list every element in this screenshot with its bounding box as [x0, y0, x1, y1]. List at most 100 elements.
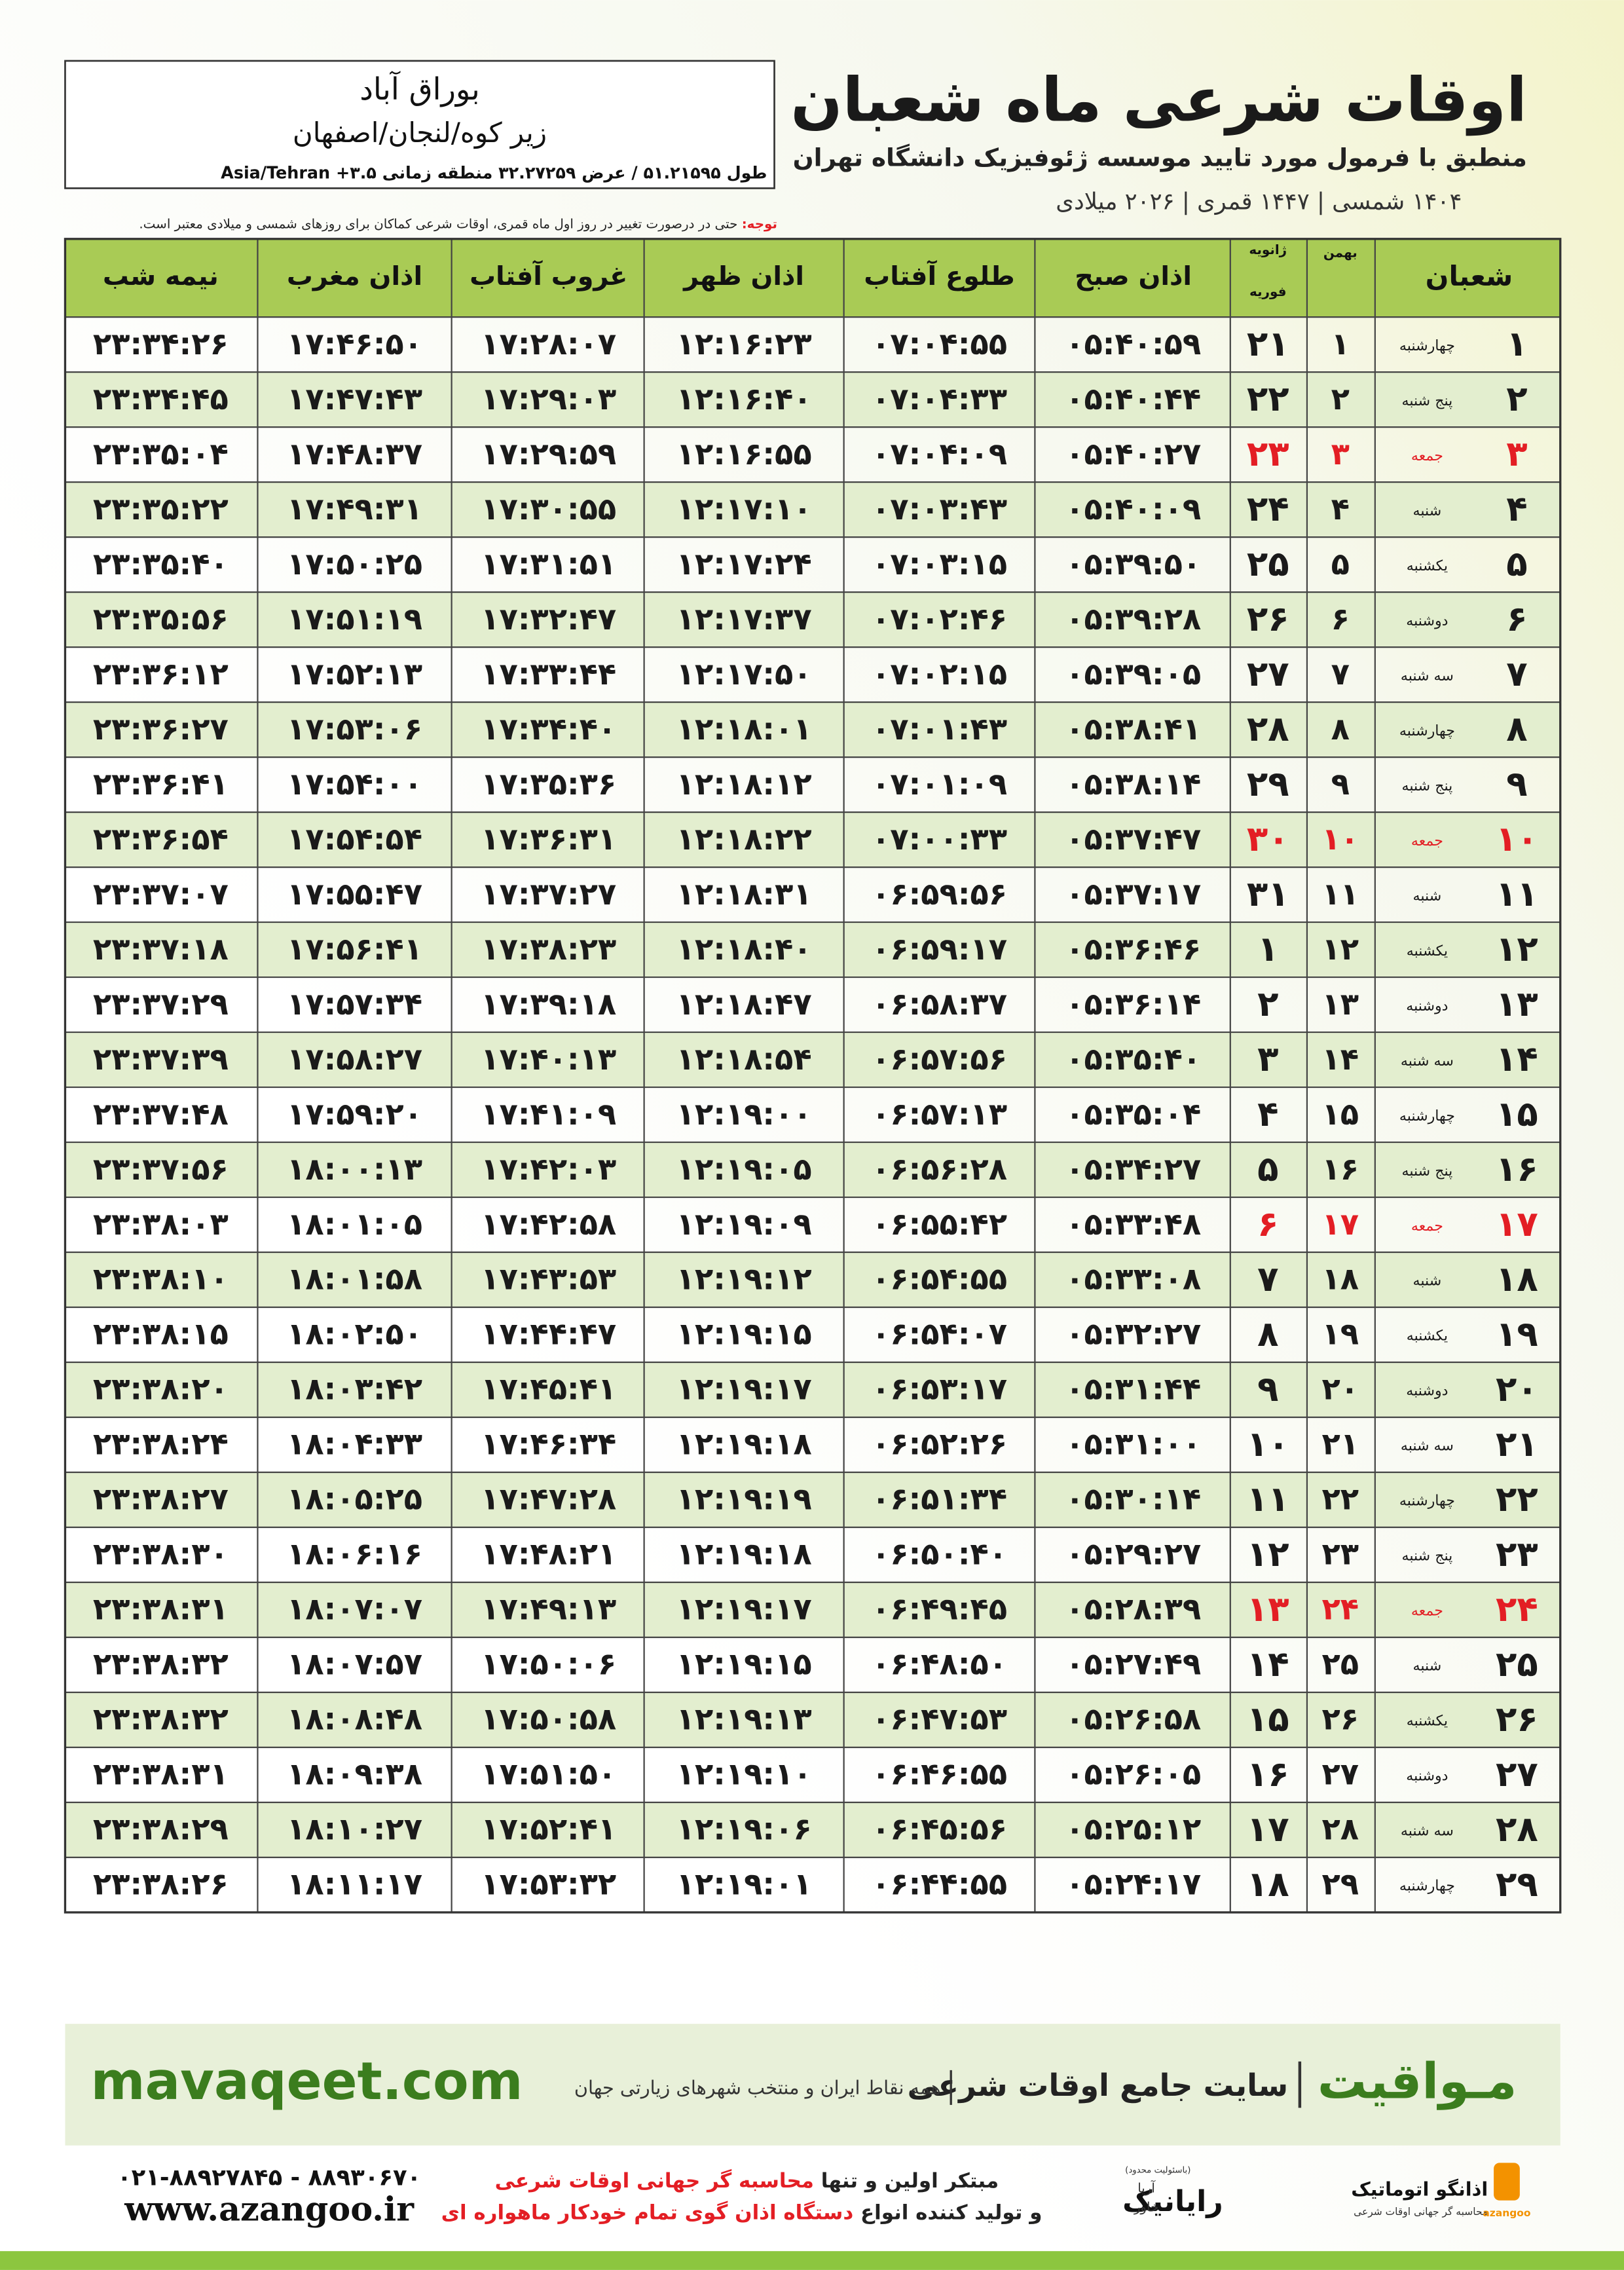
- column-header: اذان مغرب: [287, 261, 422, 291]
- gregorian-day: ۱۲: [1247, 1534, 1289, 1574]
- weekday: یکشنبه: [1407, 942, 1448, 959]
- gregorian-day: ۲۶: [1247, 599, 1289, 639]
- day: ۲۴: [1496, 1589, 1538, 1629]
- azangoo-logo: [1494, 2163, 1520, 2201]
- weekday: سه شنبه: [1401, 1052, 1454, 1070]
- time: ۰۶:۴۴:۵۵: [872, 1867, 1007, 1902]
- gregorian-day: ۳۰: [1247, 819, 1289, 859]
- day: ۱۹: [1496, 1314, 1538, 1354]
- footer-text: و تولید کننده انواع: [860, 2201, 1042, 2224]
- time: ۰۶:۴۶:۵۵: [872, 1757, 1007, 1792]
- time: ۱۲:۱۹:۰۰: [676, 1096, 812, 1132]
- time: ۱۸:۰۴:۳۳: [287, 1426, 422, 1462]
- bahman-day: ۲: [1331, 381, 1350, 417]
- azangoo-latin: azangoo: [1483, 2207, 1530, 2219]
- weekday: سه شنبه: [1401, 667, 1454, 684]
- time: ۱۷:۵۲:۱۳: [287, 656, 422, 692]
- bahman-day: ۷: [1331, 656, 1350, 692]
- gregorian-day: ۱۷: [1247, 1809, 1289, 1850]
- day: ۱۸: [1496, 1259, 1538, 1299]
- time: ۲۳:۳۸:۱۵: [93, 1316, 229, 1352]
- row-stripe: [65, 702, 1560, 758]
- row-stripe: [65, 1362, 1560, 1418]
- time: ۱۷:۵۰:۵۸: [481, 1702, 616, 1737]
- time: ۰۶:۵۶:۲۸: [872, 1151, 1007, 1187]
- time: ۰۶:۵۴:۵۵: [872, 1261, 1007, 1297]
- day: ۱۰: [1496, 819, 1538, 859]
- time: ۰۷:۰۲:۱۵: [872, 656, 1007, 692]
- column-header: اذان صبح: [1075, 261, 1192, 291]
- raianik-note: (باسئولیت محدود): [1125, 2165, 1190, 2175]
- row-stripe: [65, 482, 1560, 538]
- time: ۲۳:۳۶:۱۲: [93, 656, 229, 692]
- gregorian-day: ۲: [1257, 984, 1278, 1024]
- time: ۱۷:۴۶:۵۰: [287, 326, 422, 362]
- bahman-day: ۲۸: [1321, 1812, 1359, 1847]
- row-stripe: [65, 1582, 1560, 1637]
- time: ۱۲:۱۹:۱۰: [676, 1757, 812, 1792]
- time: ۱۲:۱۶:۲۳: [676, 326, 812, 362]
- bahman-day: ۲۳: [1321, 1536, 1359, 1572]
- weekday: پنج شنبه: [1401, 392, 1452, 409]
- time: ۰۵:۴۰:۴۴: [1065, 381, 1201, 417]
- time: ۰۵:۳۰:۱۴: [1065, 1481, 1201, 1517]
- time: ۱۸:۰۲:۵۰: [287, 1316, 422, 1352]
- bahman-day: ۸: [1331, 711, 1350, 747]
- gregorian-day: ۱۴: [1247, 1644, 1289, 1684]
- time: ۱۷:۵۸:۲۷: [287, 1041, 422, 1077]
- time: ۱۷:۴۳:۵۳: [481, 1261, 616, 1297]
- time: ۰۵:۳۴:۲۷: [1065, 1151, 1201, 1187]
- time: ۱۲:۱۹:۱۷: [676, 1591, 812, 1627]
- timetable: شعبان بهمن ژانویه فوریه اذان صبح طلوع آفتاب اذ…: [64, 238, 1562, 1914]
- weekday: جمعه: [1411, 447, 1443, 464]
- time: ۲۳:۳۸:۲۷: [93, 1481, 229, 1517]
- time: ۱۷:۳۳:۴۴: [481, 656, 616, 692]
- weekday: چهارشنبه: [1399, 1878, 1455, 1895]
- time: ۱۷:۴۱:۰۹: [481, 1096, 616, 1132]
- weekday: دوشنبه: [1406, 997, 1448, 1014]
- time: ۱۷:۳۴:۴۰: [481, 711, 616, 747]
- time: ۱۷:۴۷:۲۸: [481, 1481, 616, 1517]
- time: ۱۲:۱۸:۴۷: [676, 986, 812, 1022]
- bahman-day: ۱۲: [1321, 931, 1359, 967]
- time: ۱۲:۱۸:۵۴: [676, 1041, 812, 1077]
- day: ۱۵: [1496, 1094, 1538, 1134]
- footer-highlight: محاسبه گر جهانی اوقات شرعی: [495, 2168, 814, 2193]
- weekday: دوشنبه: [1406, 1768, 1448, 1785]
- day: ۱۴: [1496, 1039, 1538, 1079]
- bahman-day: ۶: [1331, 601, 1350, 637]
- gregorian-day: ۷: [1257, 1259, 1278, 1299]
- column-header: بهمن: [1323, 245, 1357, 260]
- time: ۲۳:۳۷:۴۸: [93, 1096, 229, 1132]
- time: ۰۵:۴۰:۵۹: [1065, 326, 1201, 362]
- weekday: جمعه: [1411, 1603, 1443, 1620]
- bahman-day: ۵: [1331, 546, 1350, 582]
- time: ۲۳:۳۸:۲۴: [93, 1426, 229, 1462]
- time: ۱۷:۴۸:۲۱: [481, 1536, 616, 1572]
- time: ۰۷:۰۴:۰۹: [872, 436, 1007, 472]
- day: ۲۸: [1496, 1809, 1538, 1850]
- time: ۰۵:۲۶:۵۸: [1065, 1702, 1201, 1737]
- time: ۰۵:۳۸:۱۴: [1065, 766, 1201, 802]
- time: ۲۳:۳۸:۰۳: [93, 1206, 229, 1242]
- site-url[interactable]: mavaqeet.com: [91, 2051, 523, 2112]
- banner: [65, 2024, 1560, 2146]
- time: ۱۷:۴۹:۱۳: [481, 1591, 616, 1627]
- time: ۱۷:۴۹:۳۱: [287, 491, 422, 527]
- column-header: غروب آفتاب: [470, 260, 627, 291]
- day: ۲۹: [1496, 1864, 1538, 1905]
- bahman-day: ۱۵: [1321, 1096, 1359, 1132]
- website[interactable]: www.azangoo.ir: [124, 2189, 415, 2228]
- time: ۱۷:۵۶:۴۱: [287, 931, 422, 967]
- weekday: شنبه: [1413, 887, 1442, 904]
- time: ۰۵:۲۹:۲۷: [1065, 1536, 1201, 1572]
- day: ۷: [1506, 654, 1527, 694]
- time: ۱۸:۰۰:۱۳: [287, 1151, 422, 1187]
- raianik-sub: خاور: [1134, 2199, 1159, 2214]
- gregorian-day: ۱۳: [1247, 1589, 1289, 1629]
- weekday: پنج شنبه: [1401, 777, 1452, 794]
- time: ۱۸:۰۷:۰۷: [287, 1591, 422, 1627]
- footer-highlight: دستگاه اذان گوی تمام خودکار ماهواره ای: [441, 2200, 854, 2224]
- time: ۱۲:۱۹:۱۳: [676, 1702, 812, 1737]
